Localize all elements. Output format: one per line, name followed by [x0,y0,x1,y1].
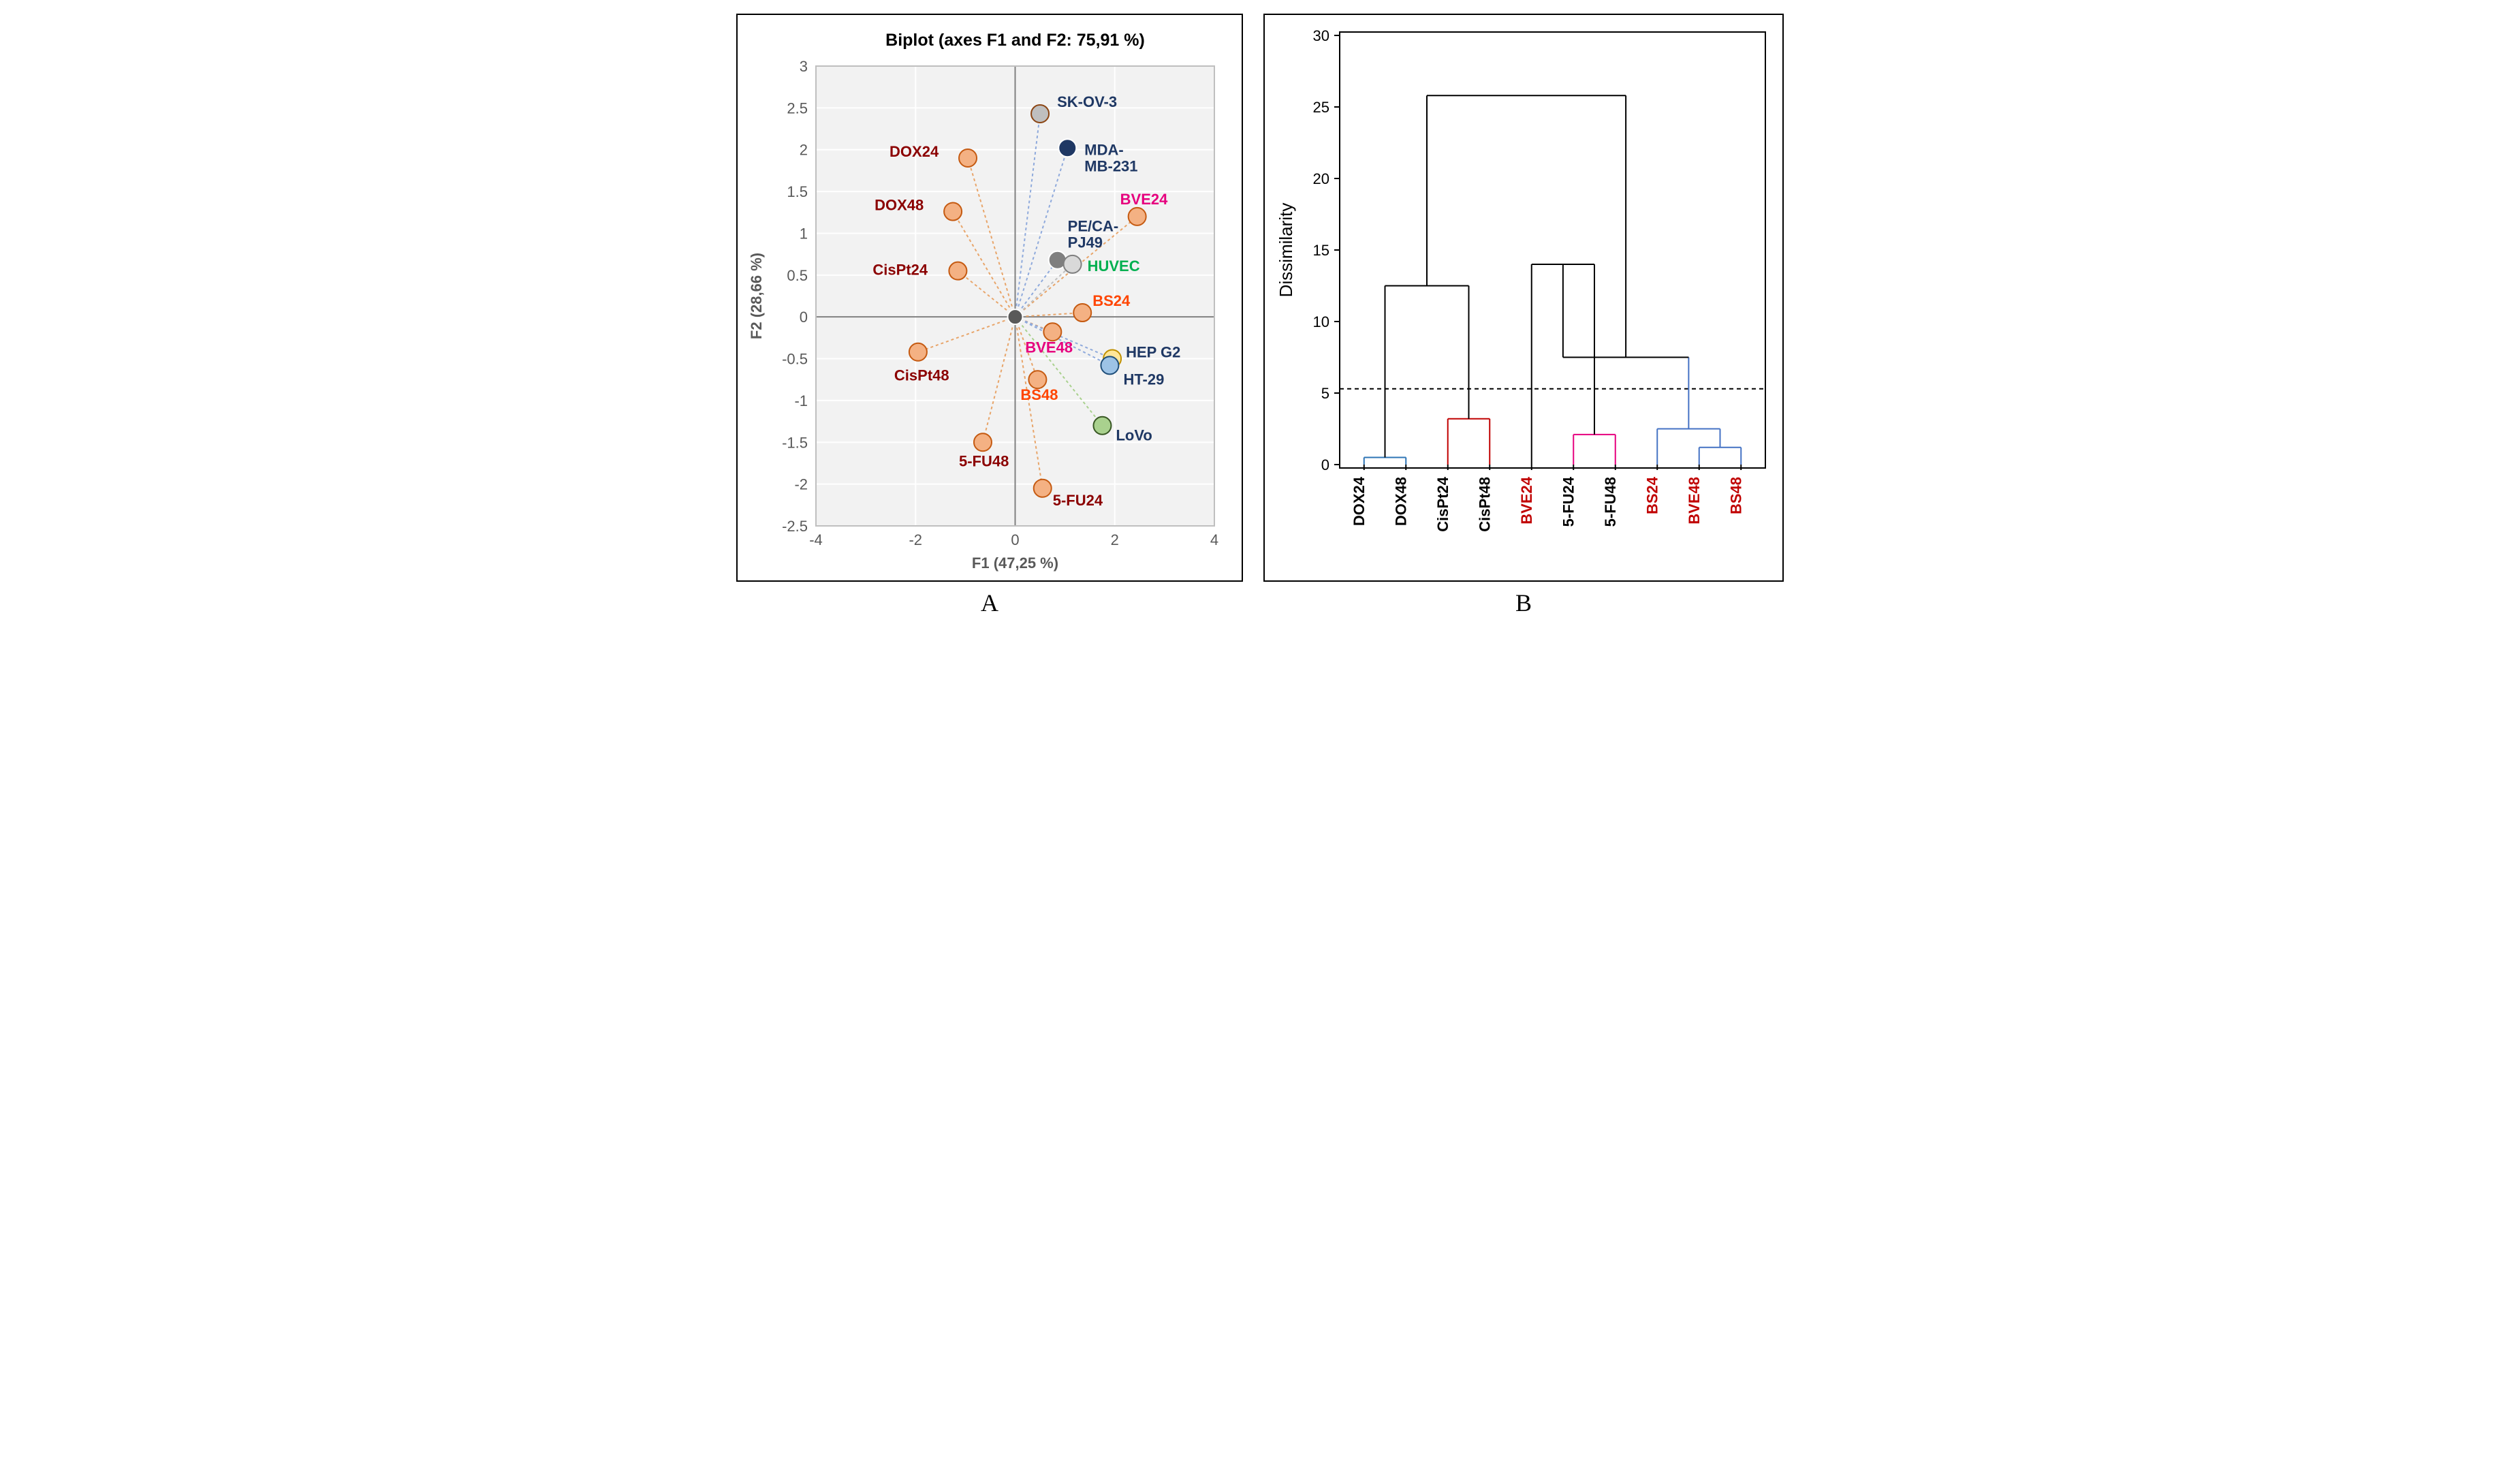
cell-label: PJ49 [1068,234,1103,251]
treatment-point [949,262,966,280]
treatment-label: CisPt48 [894,367,949,384]
y-tick: 1 [800,225,808,242]
cell-label: MDA- [1084,141,1123,158]
treatment-label: BVE48 [1025,339,1073,356]
leaf-label: DOX48 [1392,477,1409,526]
y-tick: 1.5 [787,183,808,200]
y-tick: 2.5 [787,99,808,116]
treatment-label: DOX48 [875,197,924,214]
y-tick: 3 [800,58,808,75]
x-tick: 0 [1011,531,1019,548]
cell-label: MB-231 [1084,157,1137,174]
y-tick: 0 [800,309,808,326]
leaf-label: BS24 [1643,476,1660,514]
dendro-plot-border [1340,32,1765,468]
cell-label: HUVEC [1088,257,1140,275]
y-tick: -2 [794,476,808,493]
dendro-ytick: 25 [1313,99,1329,116]
treatment-point [1129,208,1146,225]
cell-point [1031,105,1049,123]
dendro-ytick: 20 [1313,170,1329,187]
treatment-label: 5-FU24 [1053,492,1103,509]
y-tick: -2.5 [782,518,808,535]
leaf-label: BVE48 [1686,477,1703,525]
cell-point [1064,255,1082,273]
panel-b-label: B [1263,589,1784,617]
treatment-label: DOX24 [889,143,939,160]
cell-label: LoVo [1116,427,1152,444]
treatment-point [1034,480,1052,497]
dendro-ytick: 0 [1321,456,1329,473]
x-tick: -4 [809,531,823,548]
cell-point [1093,417,1111,435]
leaf-label: 5-FU24 [1560,476,1577,527]
origin-point [1008,309,1023,324]
y-axis-title: F2 (28,66 %) [748,253,765,339]
biplot-frame: -4 -2 0 2 4 -2.5 -2 -1.5 -1 -0.5 0 0.5 1 1.5 2 2.5 3 F1 (… [736,14,1243,582]
dendro-ytick: 15 [1313,242,1329,259]
cell-label: SK-OV-3 [1057,93,1117,110]
dendro-ytick: 5 [1321,385,1329,402]
treatment-point [959,149,977,167]
panel-a: -4 -2 0 2 4 -2.5 -2 -1.5 -1 -0.5 0 0.5 1 1.5 2 2.5 3 F1 (… [736,14,1243,617]
treatment-point [974,433,992,451]
y-tick: 0.5 [787,267,808,284]
leaf-label: 5-FU48 [1602,477,1619,527]
cell-label: PE/CA- [1068,218,1119,235]
panel-a-label: A [736,589,1243,617]
cell-point [1058,139,1076,157]
treatment-label: CisPt24 [872,262,928,279]
treatment-label: BVE24 [1120,191,1168,208]
x-tick: 4 [1210,531,1218,548]
leaf-label: DOX24 [1351,476,1368,526]
treatment-label: BS24 [1092,292,1131,309]
dendrogram-svg: 0 5 10 15 20 25 30 Dissimilarity DOX24 DOX48 CisPt… [1265,15,1782,580]
y-tick: 2 [800,142,808,159]
dendro-ytick: 30 [1313,27,1329,44]
treatment-point [1073,304,1091,322]
biplot-title: Biplot (axes F1 and F2: 75,91 %) [885,31,1145,50]
x-axis-title: F1 (47,25 %) [972,555,1058,572]
leaf-label: CisPt48 [1476,477,1493,532]
dendro-y-title: Dissimilarity [1276,203,1296,298]
panel-b: 0 5 10 15 20 25 30 Dissimilarity DOX24 DOX48 CisPt… [1263,14,1784,617]
leaf-label: BVE24 [1518,476,1535,524]
y-tick: -0.5 [782,351,808,368]
dendrogram-frame: 0 5 10 15 20 25 30 Dissimilarity DOX24 DOX48 CisPt… [1263,14,1784,582]
leaf-label: BS48 [1727,477,1744,514]
cell-point [1101,356,1118,374]
biplot-svg: -4 -2 0 2 4 -2.5 -2 -1.5 -1 -0.5 0 0.5 1 1.5 2 2.5 3 F1 (… [738,15,1242,580]
cell-label: HT-29 [1123,371,1164,388]
dendro-ytick: 10 [1313,313,1329,330]
leaf-label: CisPt24 [1434,476,1451,531]
treatment-point [909,343,927,361]
treatment-label: 5-FU48 [959,452,1009,469]
cell-label: HEP G2 [1126,344,1180,361]
y-tick: -1.5 [782,434,808,451]
x-tick: 2 [1111,531,1119,548]
treatment-label: BS48 [1020,386,1058,403]
x-tick: -2 [909,531,922,548]
y-tick: -1 [794,392,808,409]
treatment-point [944,203,962,221]
